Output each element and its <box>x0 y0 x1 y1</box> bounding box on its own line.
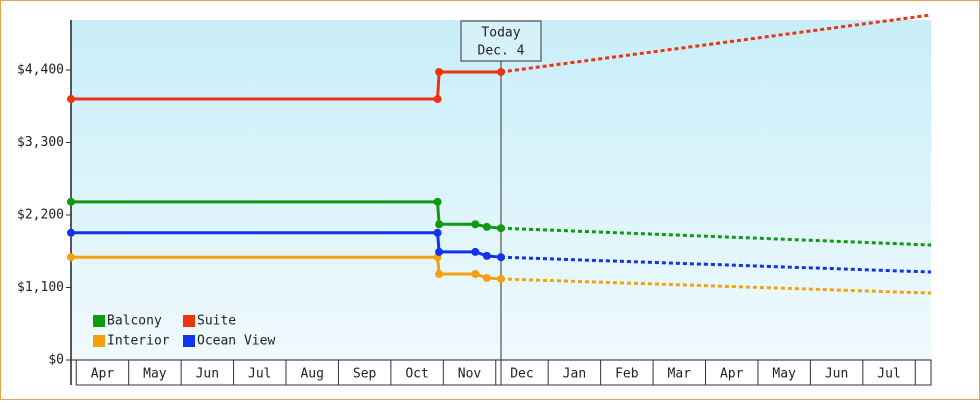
x-tick-label: Mar <box>668 367 692 382</box>
y-tick-label: $2,200 <box>17 208 64 223</box>
y-tick-label: $4,400 <box>17 63 64 78</box>
price-point <box>435 67 444 76</box>
projection-line <box>500 255 932 274</box>
price-point <box>67 228 75 237</box>
legend-label: Suite <box>197 314 236 329</box>
legend-swatch <box>93 315 105 327</box>
x-tick-label: Jul <box>248 367 271 382</box>
today-box <box>460 20 542 62</box>
price-point <box>433 95 442 104</box>
price-point <box>435 247 444 256</box>
legend-swatch <box>183 315 195 327</box>
price-point <box>435 220 444 229</box>
x-tick-label: May <box>772 367 796 382</box>
today-label: Dec. 4 <box>478 44 525 59</box>
projection-line <box>500 277 932 295</box>
x-tick-label: Jun <box>825 367 848 382</box>
x-tick-label: Nov <box>458 367 482 382</box>
x-tick-label: May <box>143 367 167 382</box>
price-point <box>471 269 480 278</box>
legend-label: Balcony <box>107 314 162 329</box>
price-point <box>482 251 491 260</box>
price-point <box>471 220 480 229</box>
x-tick-label: Jun <box>196 367 219 382</box>
projection-line <box>500 226 932 247</box>
y-tick-label: $0 <box>48 353 64 368</box>
price-point <box>435 269 444 278</box>
x-tick-label: Dec <box>510 367 533 382</box>
price-point <box>67 253 75 262</box>
today-label: Today <box>481 26 520 41</box>
x-tick-label: Sep <box>353 367 377 382</box>
legend-swatch <box>93 335 105 347</box>
price-point <box>433 197 442 206</box>
legend-label: Interior <box>107 334 170 349</box>
price-point <box>471 247 480 256</box>
price-line <box>71 70 501 101</box>
y-tick-label: $3,300 <box>17 135 64 150</box>
x-tick-label: Apr <box>91 367 115 382</box>
x-tick-label: Jul <box>877 367 900 382</box>
price-point <box>67 95 75 104</box>
legend-label: Ocean View <box>197 334 275 349</box>
x-tick-label: Jan <box>563 367 586 382</box>
x-tick-label: Aug <box>300 367 323 382</box>
price-point <box>497 253 505 262</box>
projection-line <box>500 13 932 74</box>
price-point <box>497 274 505 283</box>
price-point <box>497 67 505 76</box>
x-tick-label: Oct <box>405 367 428 382</box>
x-tick-label: Apr <box>720 367 744 382</box>
legend-swatch <box>183 335 195 347</box>
price-point <box>482 222 491 231</box>
price-point <box>482 273 491 282</box>
x-tick-label: Feb <box>615 367 639 382</box>
x-axis-band <box>75 359 932 386</box>
y-tick-label: $1,100 <box>17 280 64 295</box>
price-point <box>497 224 505 233</box>
price-point <box>433 228 442 237</box>
price-point <box>67 197 75 206</box>
